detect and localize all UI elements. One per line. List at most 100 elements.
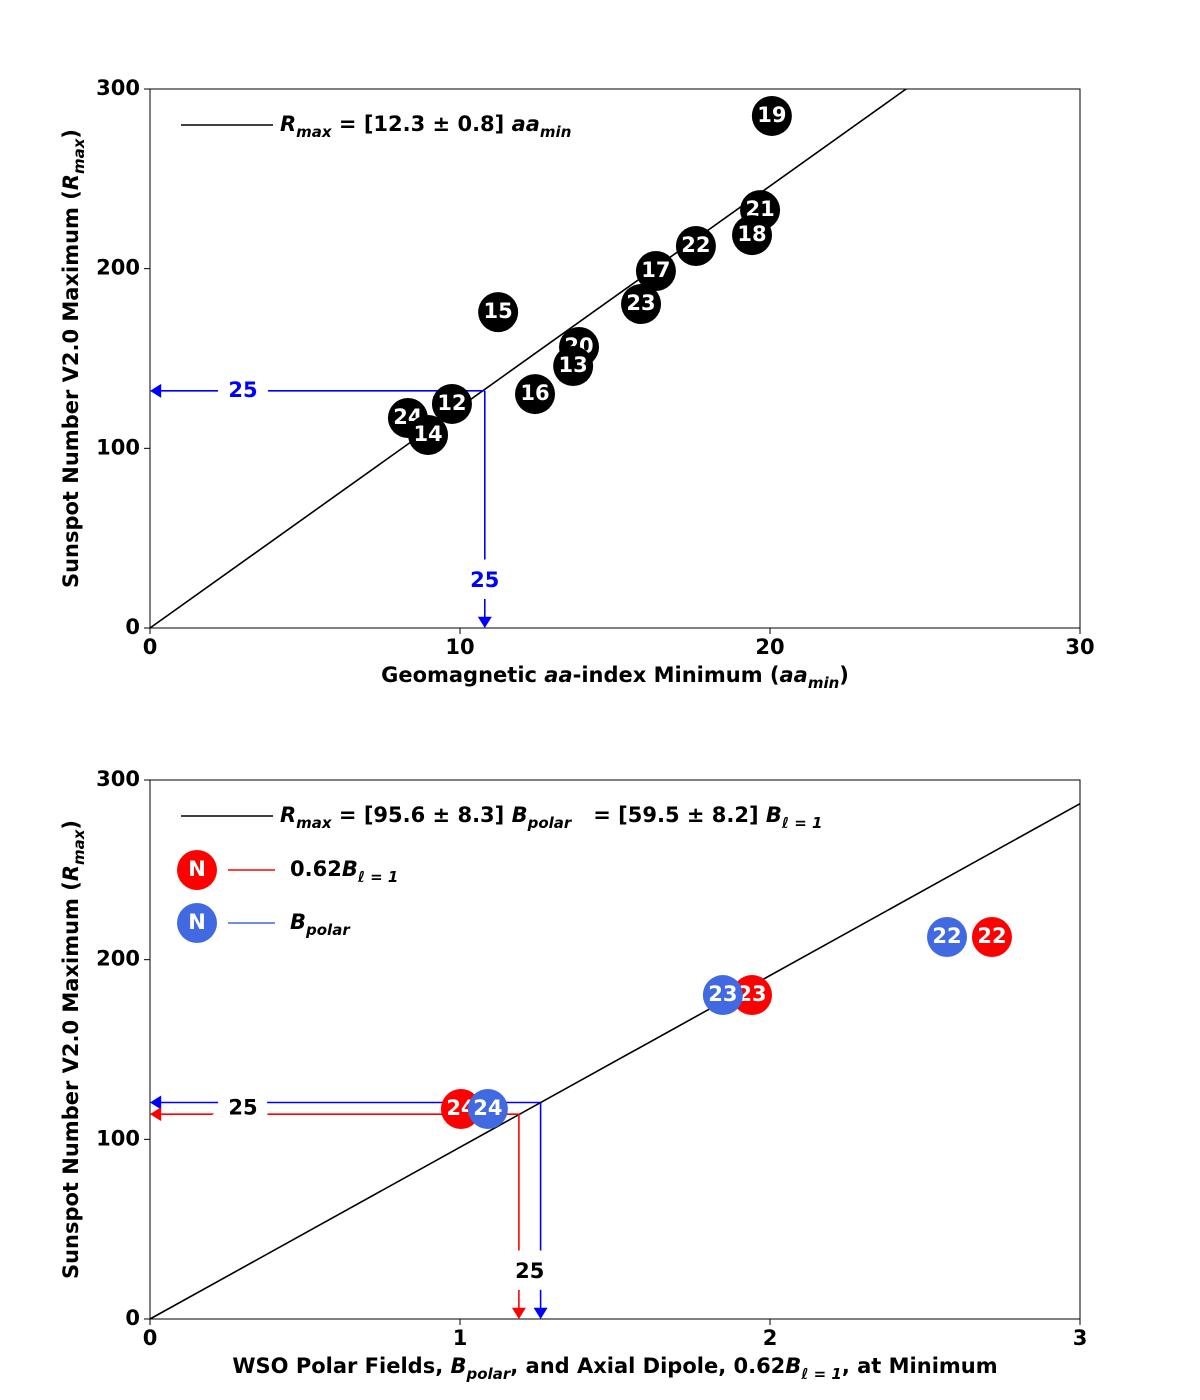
text-part: max	[296, 814, 333, 832]
text-part: ℓ = 1	[800, 1365, 842, 1383]
y-tick-label: 100	[96, 435, 140, 459]
text-part: aa	[780, 663, 808, 687]
x-tick-label: 20	[755, 635, 784, 659]
legend-marker	[177, 903, 217, 943]
point-label: 15	[484, 299, 513, 323]
point	[751, 95, 792, 136]
arrowhead	[533, 1307, 548, 1319]
x-axis-label: Geomagnetic aa-index Minimum (aamin)	[381, 663, 849, 692]
prediction-label: 25	[228, 378, 257, 402]
point-label: 14	[413, 422, 442, 446]
point-label: 17	[641, 258, 670, 282]
point-label: 19	[757, 103, 786, 127]
text-part: aa	[544, 663, 572, 687]
point	[971, 917, 1012, 958]
prediction-label: 25	[228, 1095, 257, 1119]
point-label: 18	[737, 222, 766, 246]
text-part: R	[59, 174, 83, 190]
point	[732, 975, 773, 1016]
text-part: polar	[466, 1365, 512, 1383]
y-tick-label: 300	[96, 767, 140, 791]
text-part: B	[785, 1354, 801, 1378]
text-part: max	[296, 123, 333, 141]
point	[675, 226, 716, 267]
text-part: R	[280, 112, 296, 136]
arrowhead	[511, 1307, 526, 1319]
y-tick-label: 200	[96, 947, 140, 971]
text-part: WSO Polar Fields,	[232, 1354, 450, 1378]
point-label: 16	[520, 381, 549, 405]
text-part: , and Axial Dipole, 0.62	[510, 1354, 785, 1378]
text-part: -index Minimum (	[573, 663, 780, 687]
legend-marker-text: N	[188, 910, 206, 934]
y-tick-label: 300	[96, 76, 140, 100]
text-part: min	[540, 123, 571, 141]
x-tick-label: 2	[763, 1326, 778, 1350]
x-tick-label: 10	[445, 635, 474, 659]
text-part: = [12.3 ± 0.8]	[332, 112, 512, 136]
point	[702, 975, 743, 1016]
arrowhead	[150, 1107, 162, 1122]
y-axis-label: Sunspot Number V2.0 Maximum (Rmax)	[59, 820, 88, 1279]
legend-label: Bpolar	[290, 910, 351, 939]
text-part: aa	[512, 112, 540, 136]
text-part: R	[280, 803, 296, 827]
text-part: Sunspot Number V2.0 Maximum (	[59, 190, 83, 588]
text-part: B	[290, 910, 306, 934]
text-part: )	[839, 663, 849, 687]
point	[732, 215, 773, 256]
legend-marker-text: N	[188, 857, 206, 881]
point	[408, 415, 449, 456]
point-label: 22	[681, 233, 710, 257]
text-part: B	[451, 1354, 467, 1378]
plot-frame	[149, 779, 1081, 1320]
point-label: 13	[559, 353, 588, 377]
x-axis-label: WSO Polar Fields, Bpolar, and Axial Dipo…	[232, 1354, 997, 1383]
legend-marker	[177, 850, 217, 890]
x-tick-label: 30	[1065, 635, 1094, 659]
text-part: min	[808, 674, 839, 692]
text-part: 0.62	[290, 857, 342, 881]
text-part: R	[59, 865, 83, 881]
text-part: )	[59, 820, 83, 830]
text-part: )	[59, 129, 83, 139]
y-tick-label: 0	[125, 615, 140, 639]
text-part: ℓ = 1	[357, 868, 399, 886]
fit-line	[149, 88, 907, 629]
arrowhead	[477, 616, 492, 628]
x-tick-label: 1	[453, 1326, 468, 1350]
arrowhead	[150, 383, 162, 398]
point	[431, 383, 472, 424]
text-part: , at Minimum	[842, 1354, 998, 1378]
y-tick-label: 200	[96, 256, 140, 280]
point-label: 22	[932, 924, 961, 948]
point-label: 23	[626, 291, 655, 315]
text-part: = [59.5 ± 8.2]	[571, 803, 766, 827]
y-axis-label: Sunspot Number V2.0 Maximum (Rmax)	[59, 129, 88, 588]
point	[553, 346, 594, 387]
text-part: polar	[305, 921, 351, 939]
point-label: 24	[473, 1096, 502, 1120]
text-part: max	[70, 828, 88, 865]
point	[478, 292, 519, 333]
point	[635, 251, 676, 292]
text-part: B	[342, 857, 358, 881]
text-part: Sunspot Number V2.0 Maximum (	[59, 881, 83, 1279]
legend-label: Rmax = [12.3 ± 0.8] aamin	[280, 112, 571, 141]
point	[515, 374, 556, 415]
point-label: 22	[977, 924, 1006, 948]
x-tick-label: 3	[1073, 1326, 1088, 1350]
text-part: ℓ = 1	[781, 814, 823, 832]
arrowhead	[150, 1095, 162, 1110]
prediction-label: 25	[515, 1259, 544, 1283]
fit-line	[149, 803, 1081, 1320]
text-part: Geomagnetic	[381, 663, 544, 687]
text-part: polar	[527, 814, 573, 832]
legend-label: Rmax = [95.6 ± 8.3] Bpolar = [59.5 ± 8.2…	[280, 803, 822, 832]
legend-label: 0.62Bℓ = 1	[290, 857, 398, 886]
prediction-label: 25	[470, 568, 499, 592]
y-tick-label: 0	[125, 1306, 140, 1330]
point	[927, 917, 968, 958]
point-label: 23	[708, 982, 737, 1006]
